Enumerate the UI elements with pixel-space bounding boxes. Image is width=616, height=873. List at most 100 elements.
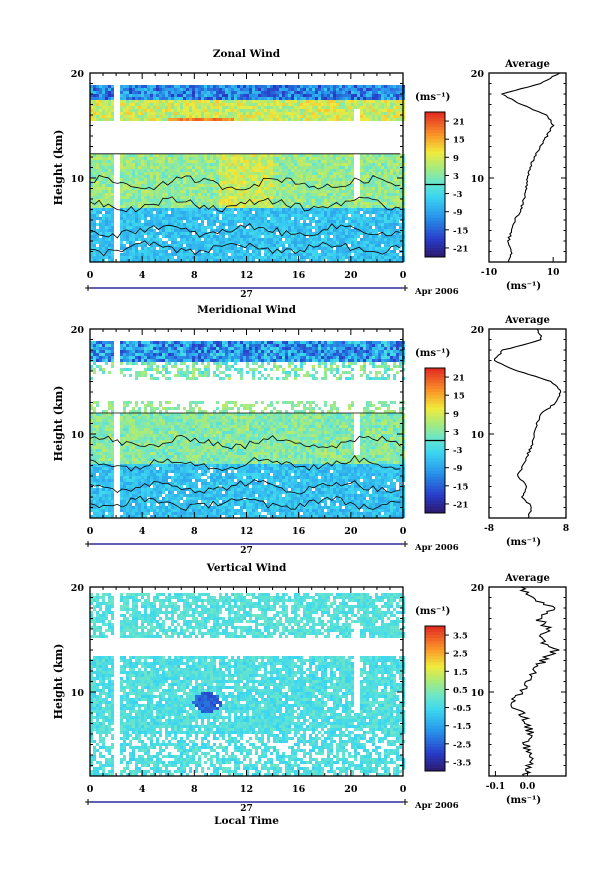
profile-y-tick-label: 10 xyxy=(471,688,485,699)
profile-y-tick-label: 10 xyxy=(471,174,485,185)
colorbar-tick-label: 2.5 xyxy=(453,650,468,660)
colorbar-frame xyxy=(424,625,446,772)
x-tick-label: 8 xyxy=(191,526,198,537)
colorbar-tick-label: 15 xyxy=(453,392,465,402)
contour-lines xyxy=(89,412,401,511)
colorbar-tick-label: 15 xyxy=(453,136,465,146)
profile-y-tick-label: 20 xyxy=(471,583,485,594)
colorbar-tick-label: -3.5 xyxy=(453,758,471,768)
date-axis-right-marker: + xyxy=(401,540,409,550)
y-axis-label: Height (km) xyxy=(52,386,65,462)
profile-frame xyxy=(488,328,567,519)
x-tick-label: 12 xyxy=(240,526,253,537)
y-tick-label: 10 xyxy=(71,174,85,185)
profile-line xyxy=(500,72,560,263)
heatmap-cells xyxy=(90,593,405,776)
heatmap-cells xyxy=(90,85,405,262)
date-axis-left-marker: + xyxy=(84,798,92,808)
y-axis-label: Height (km) xyxy=(52,130,65,206)
heatmap-cells xyxy=(90,341,405,518)
x-tick-label: 12 xyxy=(240,270,253,281)
date-axis-right-marker: + xyxy=(401,284,409,294)
y-axis-label: Height (km) xyxy=(52,644,65,720)
y-tick-label: 10 xyxy=(71,430,85,441)
colorbar-tick-label: 21 xyxy=(453,374,465,384)
profile-x-tick-label: 8 xyxy=(563,524,569,534)
panel-1: 0 4 8 12 16 20 0 10 20 + +27 Apr 2006 Zonal Wind Heig… xyxy=(52,48,567,300)
colorbar-tick-label: 9 xyxy=(453,154,459,164)
colorbar: 21 15 9 3 -3 -9 -15 -21 (ms⁻¹) xyxy=(415,348,468,514)
average-profile: 10 20 -8 8 Average (ms⁻¹) xyxy=(471,315,569,548)
panel-3: 0 4 8 12 16 20 0 10 20 + +27 Apr 2006 Vertical Wind H… xyxy=(52,562,567,827)
profile-x-label: (ms⁻¹) xyxy=(506,795,541,806)
colorbar-tick-label: -1.5 xyxy=(453,722,471,732)
x-tick-label: 16 xyxy=(292,526,306,537)
date-day-label: 27 xyxy=(240,546,253,556)
colorbar-tick-label: 3 xyxy=(453,172,459,182)
x-tick-label: 4 xyxy=(139,784,146,795)
colorbar-tick-label: -21 xyxy=(453,500,468,510)
profile-x-label: (ms⁻¹) xyxy=(506,537,541,548)
panel-title: Vertical Wind xyxy=(206,562,287,574)
x-tick-label: 0 xyxy=(87,270,94,281)
colorbar: 21 15 9 3 -3 -9 -15 -21 (ms⁻¹) xyxy=(415,92,468,258)
colorbar-tick-label: -0.5 xyxy=(453,704,471,714)
axis-ticks xyxy=(89,586,404,777)
colorbar-tick-label: 3.5 xyxy=(453,632,468,642)
colorbar-unit: (ms⁻¹) xyxy=(415,92,450,103)
x-tick-label: 0 xyxy=(87,526,94,537)
average-profile: 10 20 -0.1 0.0 Average (ms⁻¹) xyxy=(471,573,567,806)
y-tick-label: 20 xyxy=(71,325,85,336)
profile-line xyxy=(493,328,562,519)
x-tick-label: 0 xyxy=(400,270,407,281)
x-tick-label: 16 xyxy=(292,784,306,795)
axis-ticks xyxy=(89,328,404,519)
profile-title: Average xyxy=(504,315,550,326)
colorbar: 3.5 2.5 1.5 0.5 -0.5 -1.5 -2.5 -3.5 (ms⁻¹) xyxy=(415,606,471,772)
panel-title: Zonal Wind xyxy=(213,48,281,60)
date-day-label: 27 xyxy=(240,290,253,300)
colorbar-tick-label: -2.5 xyxy=(453,740,471,750)
profile-x-tick-label: 10 xyxy=(547,268,560,278)
profile-x-tick-label: -8 xyxy=(484,524,494,534)
contour-lines xyxy=(89,153,401,257)
profile-y-tick-label: 10 xyxy=(471,430,485,441)
profile-y-tick-label: 20 xyxy=(471,69,485,80)
y-tick-label: 20 xyxy=(71,583,85,594)
x-tick-label: 8 xyxy=(191,270,198,281)
x-tick-label: 4 xyxy=(139,270,146,281)
date-axis-left-marker: + xyxy=(84,540,92,550)
colorbar-tick-label: 0.5 xyxy=(453,686,468,696)
profile-frame xyxy=(488,72,567,263)
colorbar-unit: (ms⁻¹) xyxy=(415,348,450,359)
colorbar-tick-label: -15 xyxy=(453,226,468,236)
profile-y-tick-label: 20 xyxy=(471,325,485,336)
colorbar-tick-label: 9 xyxy=(453,410,459,420)
date-day-label: 27 xyxy=(240,804,253,814)
date-month-label: Apr 2006 xyxy=(414,543,459,553)
panel-2: 0 4 8 12 16 20 0 10 20 + +27 Apr 2006 Meridional Win… xyxy=(52,304,569,556)
colorbar-tick-label: 1.5 xyxy=(453,668,468,678)
colorbar-tick-label: -9 xyxy=(453,464,463,474)
colorbar-unit: (ms⁻¹) xyxy=(415,606,450,617)
x-tick-label: 4 xyxy=(139,526,146,537)
profile-x-tick-label: 0.0 xyxy=(520,782,536,792)
x-axis-label: Local Time xyxy=(214,815,279,827)
colorbar-tick-label: -3 xyxy=(453,190,463,200)
profile-x-tick-label: -10 xyxy=(481,268,497,278)
profile-title: Average xyxy=(504,59,550,70)
x-tick-label: 20 xyxy=(344,526,358,537)
x-tick-label: 8 xyxy=(191,784,198,795)
panel-title: Meridional Wind xyxy=(197,304,296,316)
profile-title: Average xyxy=(504,573,550,584)
date-month-label: Apr 2006 xyxy=(414,287,459,297)
profile-line xyxy=(510,586,560,777)
colorbar-tick-label: -15 xyxy=(453,482,468,492)
x-tick-label: 16 xyxy=(292,270,306,281)
colorbar-tick-label: -9 xyxy=(453,208,463,218)
date-month-label: Apr 2006 xyxy=(414,801,459,811)
profile-x-label: (ms⁻¹) xyxy=(506,281,541,292)
colorbar-tick-label: 3 xyxy=(453,428,459,438)
colorbar-tick-label: 21 xyxy=(453,118,465,128)
